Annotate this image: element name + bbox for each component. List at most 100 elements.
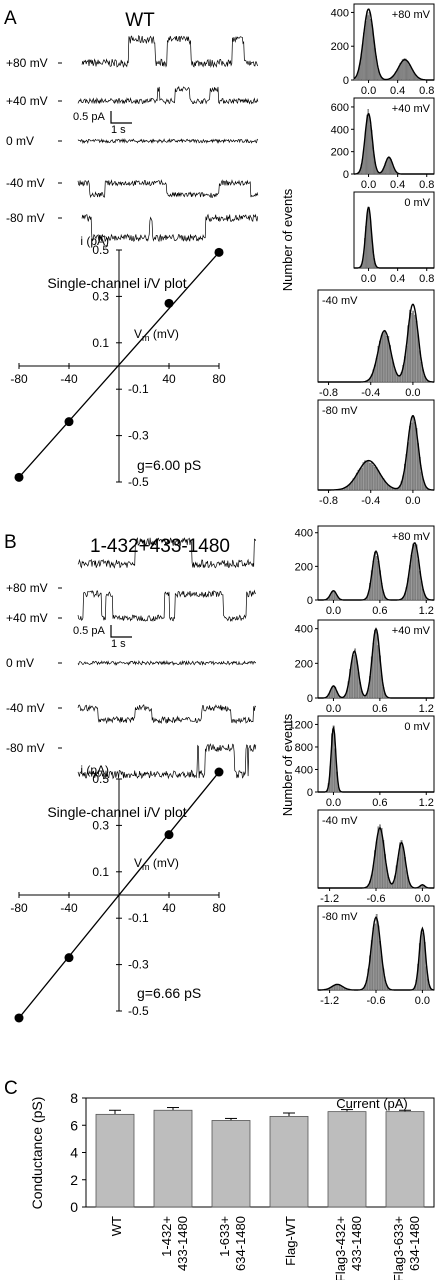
iv-data-point	[214, 247, 224, 257]
histogram-y-tick-label: 800	[295, 742, 313, 754]
histogram-y-tick-label: 0	[343, 75, 349, 87]
conductance-bar	[385, 1111, 425, 1208]
histogram-bin	[382, 332, 385, 383]
histogram-voltage-label: +80 mV	[392, 9, 431, 21]
current-trace	[77, 660, 257, 666]
iv-xlabel: Vm (mV)	[134, 327, 179, 343]
histogram-y-tick-label: 0	[307, 595, 313, 607]
histogram-bin	[375, 631, 378, 699]
histogram-x-tick-label: 0.4	[390, 85, 405, 97]
histogram-bin	[360, 467, 363, 491]
panel-b-iv-plot: Single-channel i/V plot i (pA) -80 -40 40 80 0…	[10, 763, 226, 1023]
iv-xlabel-main: V	[134, 856, 142, 870]
bar-category-label-line: 1-432+	[159, 1216, 174, 1257]
current-trace	[77, 137, 259, 144]
bar-category-label: 1-633+634-1480	[217, 1216, 248, 1271]
histogram-y-tick-label: 200	[331, 41, 349, 53]
histogram-x-tick-label: 0.6	[372, 797, 387, 809]
iv-plot-title: Single-channel i/V plot	[47, 804, 186, 820]
histogram-bin	[410, 313, 413, 383]
iv-xlabel-unit: (mV)	[150, 327, 179, 341]
current-trace	[77, 589, 257, 623]
histogram-bin	[384, 330, 386, 383]
gaussian-fit	[318, 827, 434, 889]
trace-label: -40 mV	[6, 701, 45, 715]
histogram-bin	[402, 58, 405, 81]
histogram-x-tick-label: -1.2	[320, 995, 339, 1007]
current-trace	[81, 34, 259, 69]
bar-category-label-line: 433-1480	[175, 1216, 190, 1271]
gaussian-fit	[354, 113, 434, 175]
histogram-bin	[406, 61, 408, 81]
histogram-bin	[408, 309, 411, 383]
scale-bar-current-b: 0.5 pA	[73, 625, 105, 637]
iv-y-tick-label: -0.3	[128, 429, 149, 443]
current-trace	[77, 537, 257, 569]
bar-category-label: 1-432+433-1480	[159, 1216, 190, 1271]
panel-a-traces: +80 mV +40 mV 0 mV -40 mV -80 mV	[6, 34, 259, 243]
histogram-plot: 0.0 0.6 1.2 0 400 800 1200 0 mV	[289, 715, 435, 809]
histogram-bin	[374, 551, 376, 601]
bar-category-label: Flag3-633+634-1480	[391, 1216, 422, 1280]
histogram-bin	[370, 461, 373, 491]
histogram-ylabel-a: Number of events	[280, 188, 295, 291]
histogram-bin	[422, 933, 424, 991]
conductance-bar	[269, 1115, 309, 1208]
histogram-bin	[379, 473, 381, 491]
histogram-bin	[332, 590, 335, 601]
histogram-plot: -1.2 -0.6 0.0 -80 mV	[317, 905, 435, 1007]
trace-label: +40 mV	[6, 611, 48, 625]
scale-bar-b	[110, 625, 132, 638]
histogram-x-tick-label: 0.0	[326, 703, 341, 715]
histogram-voltage-label: -40 mV	[322, 815, 358, 827]
histogram-x-tick-label: -0.8	[319, 495, 338, 507]
bar-y-tick-label: 2	[70, 1172, 78, 1188]
histogram-bin	[375, 556, 378, 601]
iv-data-point	[164, 830, 174, 840]
histogram-bin	[410, 422, 413, 491]
bar-category-label: Flag-WT	[283, 1216, 298, 1266]
bar-y-tick-label: 0	[70, 1199, 78, 1215]
histogram-ylabel-b: Number of events	[280, 713, 295, 816]
histogram-x-tick-label: 0.8	[419, 85, 434, 97]
iv-y-tick-label: -0.1	[128, 911, 149, 925]
histogram-voltage-label: +80 mV	[392, 531, 431, 543]
histogram-bin	[387, 336, 390, 383]
histogram-voltage-label: -80 mV	[322, 405, 358, 417]
histogram-y-tick-label: 400	[331, 124, 349, 136]
panel-b-title: 1-432+433-1480	[90, 536, 230, 557]
histogram-plot: 0.0 0.6 1.2 0 200 400 +40 mV	[295, 619, 435, 715]
gaussian-fit	[318, 415, 434, 491]
histogram-y-tick-label: 400	[295, 624, 313, 636]
histogram-bin	[334, 984, 337, 991]
histogram-plot: -1.2 -0.6 0.0 -40 mV	[317, 809, 435, 905]
histogram-voltage-label: +40 mV	[392, 625, 431, 637]
histogram-x-tick-label: 0.0	[326, 605, 341, 617]
histogram-voltage-label: +40 mV	[392, 103, 431, 115]
iv-y-tick-label: -0.5	[128, 475, 149, 489]
trace-label: +80 mV	[6, 581, 48, 595]
histogram-bin	[399, 842, 401, 889]
bar-y-tick-label: 4	[70, 1145, 78, 1161]
histogram-bin	[367, 210, 369, 269]
iv-x-tick-label: 40	[162, 372, 176, 386]
histogram-x-tick-label: 0.8	[419, 179, 434, 191]
histogram-xlabel: Current (pA)	[336, 1096, 408, 1111]
histogram-bin	[388, 156, 390, 175]
iv-data-point	[14, 472, 24, 482]
iv-x-tick-label: 80	[212, 372, 226, 386]
histogram-bin	[365, 460, 368, 491]
trace-label: 0 mV	[6, 656, 34, 670]
histogram-x-tick-label: -0.4	[361, 387, 380, 399]
conductance-bar	[153, 1109, 193, 1208]
histogram-x-tick-label: 0.4	[390, 273, 405, 285]
histogram-bin	[389, 158, 391, 175]
histogram-bin	[400, 840, 403, 889]
histogram-bin	[401, 59, 404, 81]
bar-category-label-line: 1-633+	[217, 1216, 232, 1257]
bar-category-label-line: Flag3-432+	[333, 1216, 348, 1280]
gaussian-fit	[318, 915, 434, 991]
histogram-x-tick-label: 1.2	[419, 797, 434, 809]
histogram-bin	[365, 21, 367, 81]
histogram-bin	[364, 460, 366, 491]
